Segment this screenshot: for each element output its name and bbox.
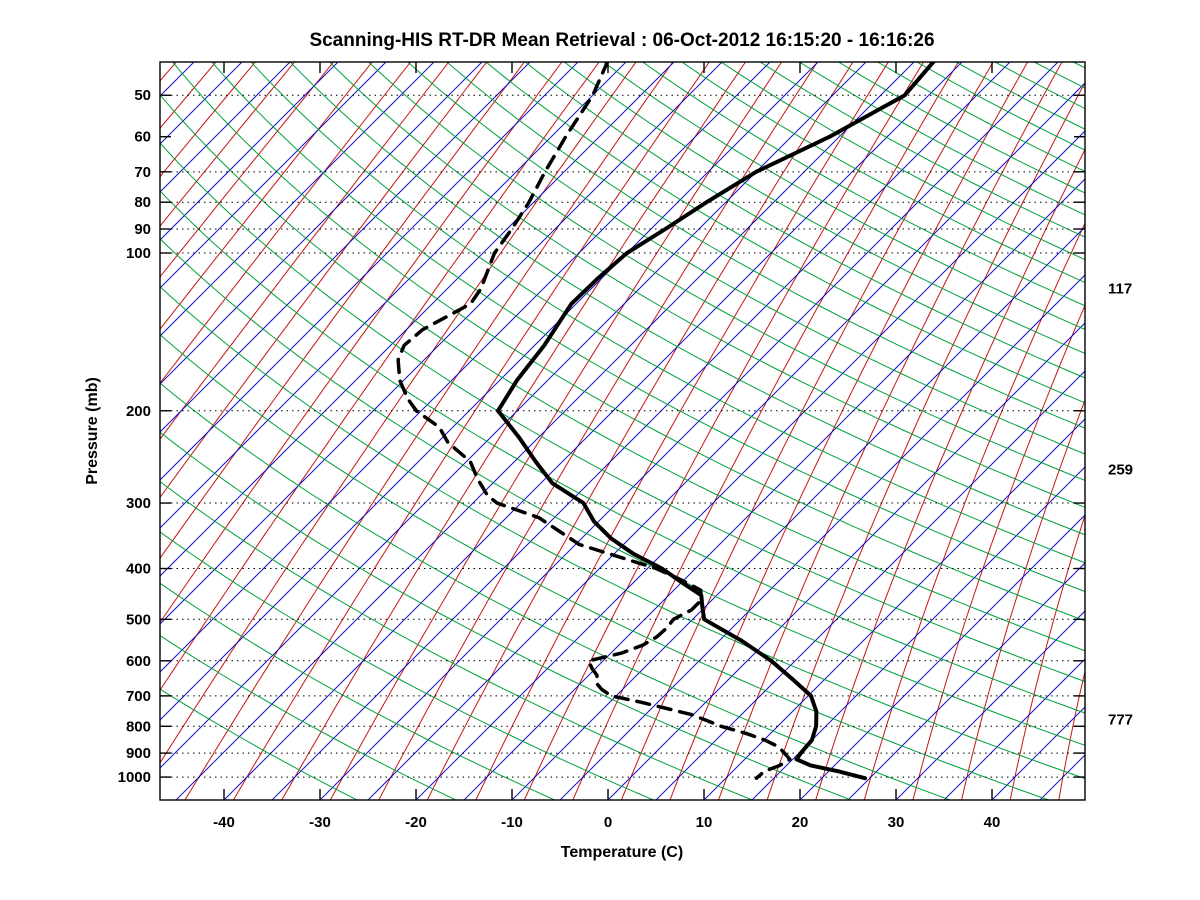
x-tick-label: -20 [405, 814, 427, 831]
axis-ticks-layer [160, 62, 1085, 800]
y-tick-label: 50 [134, 87, 151, 104]
y-tick-label: 500 [126, 611, 151, 628]
x-tick-label: 20 [792, 814, 809, 831]
temperature-profile-line [496, 62, 936, 781]
x-tick-label: 0 [604, 814, 612, 831]
x-tick-label: -40 [213, 814, 235, 831]
y-tick-label: 900 [126, 745, 151, 762]
chart-title: Scanning-HIS RT-DR Mean Retrieval : 06-O… [309, 30, 934, 51]
dewpoint-profile-line [396, 62, 792, 780]
x-tick-label: 10 [696, 814, 713, 831]
y-tick-label: 300 [126, 495, 151, 512]
x-tick-label: -30 [309, 814, 331, 831]
x-tick-label: 40 [984, 814, 1001, 831]
isotherms-layer [160, 62, 1085, 800]
x-axis-label: Temperature (C) [561, 844, 683, 861]
y-tick-label: 400 [126, 561, 151, 578]
plot-frame [159, 61, 1086, 801]
y-tick-label: 60 [134, 129, 151, 146]
right-pressure-label: 777 [1108, 712, 1133, 729]
sounding-profiles-layer [396, 62, 936, 781]
y-tick-label: 600 [126, 653, 151, 670]
x-tick-label: -10 [501, 814, 523, 831]
axis-tick-labels-layer: 5060708090100200300400500600700800900100… [118, 87, 1001, 831]
right-pressure-labels-layer: 117 259 777 [1108, 281, 1133, 729]
y-tick-label: 100 [126, 245, 151, 262]
right-pressure-label: 259 [1108, 462, 1133, 479]
y-tick-label: 200 [126, 403, 151, 420]
right-pressure-label: 117 [1108, 281, 1132, 298]
y-tick-label: 70 [134, 164, 151, 181]
dry-adiabats-layer [160, 62, 1085, 800]
y-tick-label: 80 [134, 194, 151, 211]
y-axis-label: Pressure (mb) [84, 377, 101, 485]
y-tick-label: 1000 [118, 769, 151, 786]
x-tick-label: 30 [888, 814, 905, 831]
pressure-gridlines-layer [160, 94, 1085, 778]
y-tick-label: 800 [126, 718, 151, 735]
y-tick-label: 90 [134, 221, 151, 238]
y-tick-label: 700 [126, 688, 151, 705]
